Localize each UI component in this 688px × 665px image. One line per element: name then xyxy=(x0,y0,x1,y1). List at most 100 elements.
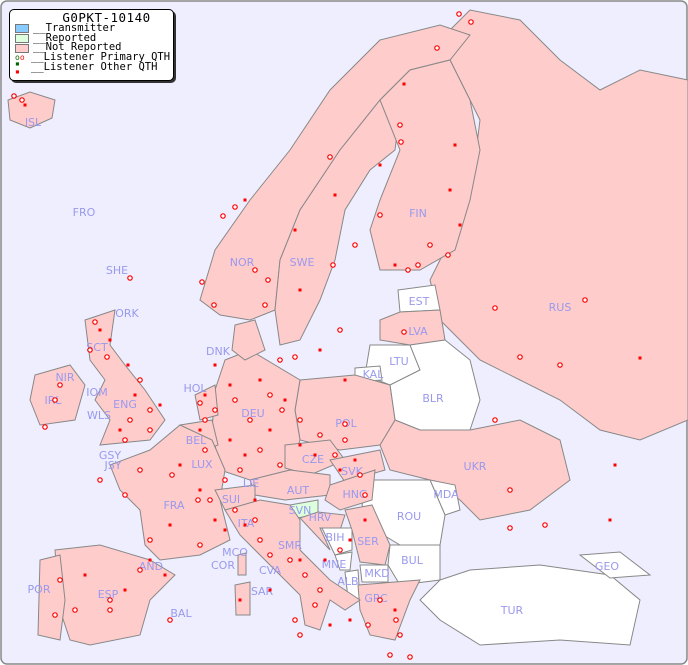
circle-marker-icon: oo xyxy=(15,53,25,63)
listener-primary-marker xyxy=(517,354,523,360)
listener-other-marker xyxy=(298,558,302,562)
country-label-iom: IOM xyxy=(86,386,107,399)
listener-primary-marker xyxy=(277,462,283,468)
listener-primary-marker xyxy=(104,354,110,360)
country-label-cor: COR xyxy=(211,559,235,572)
listener-primary-marker xyxy=(257,447,263,453)
listener-other-marker xyxy=(228,438,232,442)
listener-other-marker xyxy=(608,518,612,522)
listener-primary-marker xyxy=(97,477,103,483)
legend-label: __Transmitter xyxy=(33,21,116,34)
country-label-fro: FRO xyxy=(73,206,96,219)
listener-other-marker xyxy=(448,188,452,192)
listener-primary-marker xyxy=(415,262,421,268)
listener-primary-marker xyxy=(137,567,143,573)
country-label-bel: BEL xyxy=(186,434,207,447)
listener-primary-marker xyxy=(262,302,268,308)
country-ita xyxy=(224,499,361,631)
listener-other-marker xyxy=(298,288,302,292)
country-label-mne: MNE xyxy=(322,558,347,571)
legend-label: __Not Reported xyxy=(33,41,122,54)
listener-other-marker xyxy=(243,523,247,527)
country-label-deu: DEU xyxy=(241,407,264,420)
listener-primary-marker xyxy=(169,472,175,478)
listener-primary-marker xyxy=(127,417,133,423)
listener-primary-marker xyxy=(317,432,323,438)
country-label-eng: ENG xyxy=(113,398,137,411)
listener-other-marker xyxy=(148,558,152,562)
listener-other-marker xyxy=(458,223,462,227)
listener-other-marker xyxy=(118,428,122,432)
country-label-dnk: DNK xyxy=(206,345,231,358)
country-label-ukr: UKR xyxy=(464,460,487,473)
listener-primary-marker xyxy=(137,467,143,473)
listener-other-marker xyxy=(213,363,217,367)
country-label-lux: LUX xyxy=(191,458,213,471)
listener-primary-marker xyxy=(582,297,588,303)
listener-primary-marker xyxy=(397,122,403,128)
country-tur xyxy=(419,564,641,646)
country-label-hol: HOL xyxy=(183,382,207,395)
listener-primary-marker xyxy=(195,497,201,503)
country-hng xyxy=(324,469,376,511)
country-label-and: AND xyxy=(139,560,163,573)
listener-other-marker xyxy=(363,518,367,522)
listener-primary-marker xyxy=(297,417,303,423)
country-label-fra: FRA xyxy=(163,499,185,512)
listener-other-marker xyxy=(258,378,262,382)
listener-other-marker xyxy=(318,348,322,352)
listener-primary-marker xyxy=(492,305,498,311)
listener-other-marker xyxy=(378,163,382,167)
listener-primary-marker xyxy=(147,537,153,543)
listener-primary-marker xyxy=(57,577,63,583)
country-geo xyxy=(578,551,652,579)
listener-primary-marker xyxy=(222,477,228,483)
listener-primary-marker xyxy=(211,302,217,308)
listener-other-marker xyxy=(203,393,207,397)
listener-primary-marker xyxy=(393,617,399,623)
country-label-cze: CZE xyxy=(302,453,324,466)
country-label-sui: SUI xyxy=(222,493,240,506)
country-sar xyxy=(234,581,251,616)
listener-primary-marker xyxy=(557,362,563,368)
country-mkd xyxy=(359,564,389,583)
listener-primary-marker xyxy=(127,275,133,281)
country-label-mco: MCO xyxy=(222,546,248,559)
country-label-hrv: HRV xyxy=(309,511,332,524)
listener-other-marker xyxy=(393,263,397,267)
listener-primary-marker xyxy=(302,572,308,578)
listener-primary-marker xyxy=(220,213,226,219)
listener-primary-marker xyxy=(387,652,393,658)
legend-title: G0PKT-10140 xyxy=(62,10,151,25)
listener-primary-marker xyxy=(197,400,203,406)
listener-other-marker xyxy=(126,363,130,367)
listener-primary-marker xyxy=(257,537,263,543)
country-label-smr: SMR xyxy=(278,539,302,552)
country-dnk xyxy=(231,319,266,361)
listener-primary-marker xyxy=(330,262,336,268)
country-gbr xyxy=(84,309,166,446)
listener-primary-marker xyxy=(207,497,213,503)
listener-other-marker xyxy=(453,143,457,147)
listener-other-marker xyxy=(348,538,352,542)
country-label-ltu: LTU xyxy=(389,355,408,368)
country-fra xyxy=(109,424,231,561)
listener-other-marker xyxy=(348,618,352,622)
listener-primary-marker xyxy=(405,267,411,273)
country-label-ork: ORK xyxy=(115,307,139,320)
country-label-bih: BIH xyxy=(325,531,344,544)
listener-other-marker xyxy=(268,588,272,592)
country-label-she: SHE xyxy=(106,264,128,277)
listener-other-marker xyxy=(163,573,167,577)
listener-other-marker xyxy=(343,378,347,382)
country-label-geo: GEO xyxy=(595,560,619,573)
listener-other-marker xyxy=(253,498,257,502)
country-label-cva: CVA xyxy=(259,564,282,577)
listener-primary-marker xyxy=(434,45,440,51)
listener-other-marker xyxy=(613,463,617,467)
listener-primary-marker xyxy=(492,417,498,423)
country-bih xyxy=(321,527,353,556)
listener-primary-marker xyxy=(332,452,338,458)
listener-primary-marker xyxy=(252,517,258,523)
